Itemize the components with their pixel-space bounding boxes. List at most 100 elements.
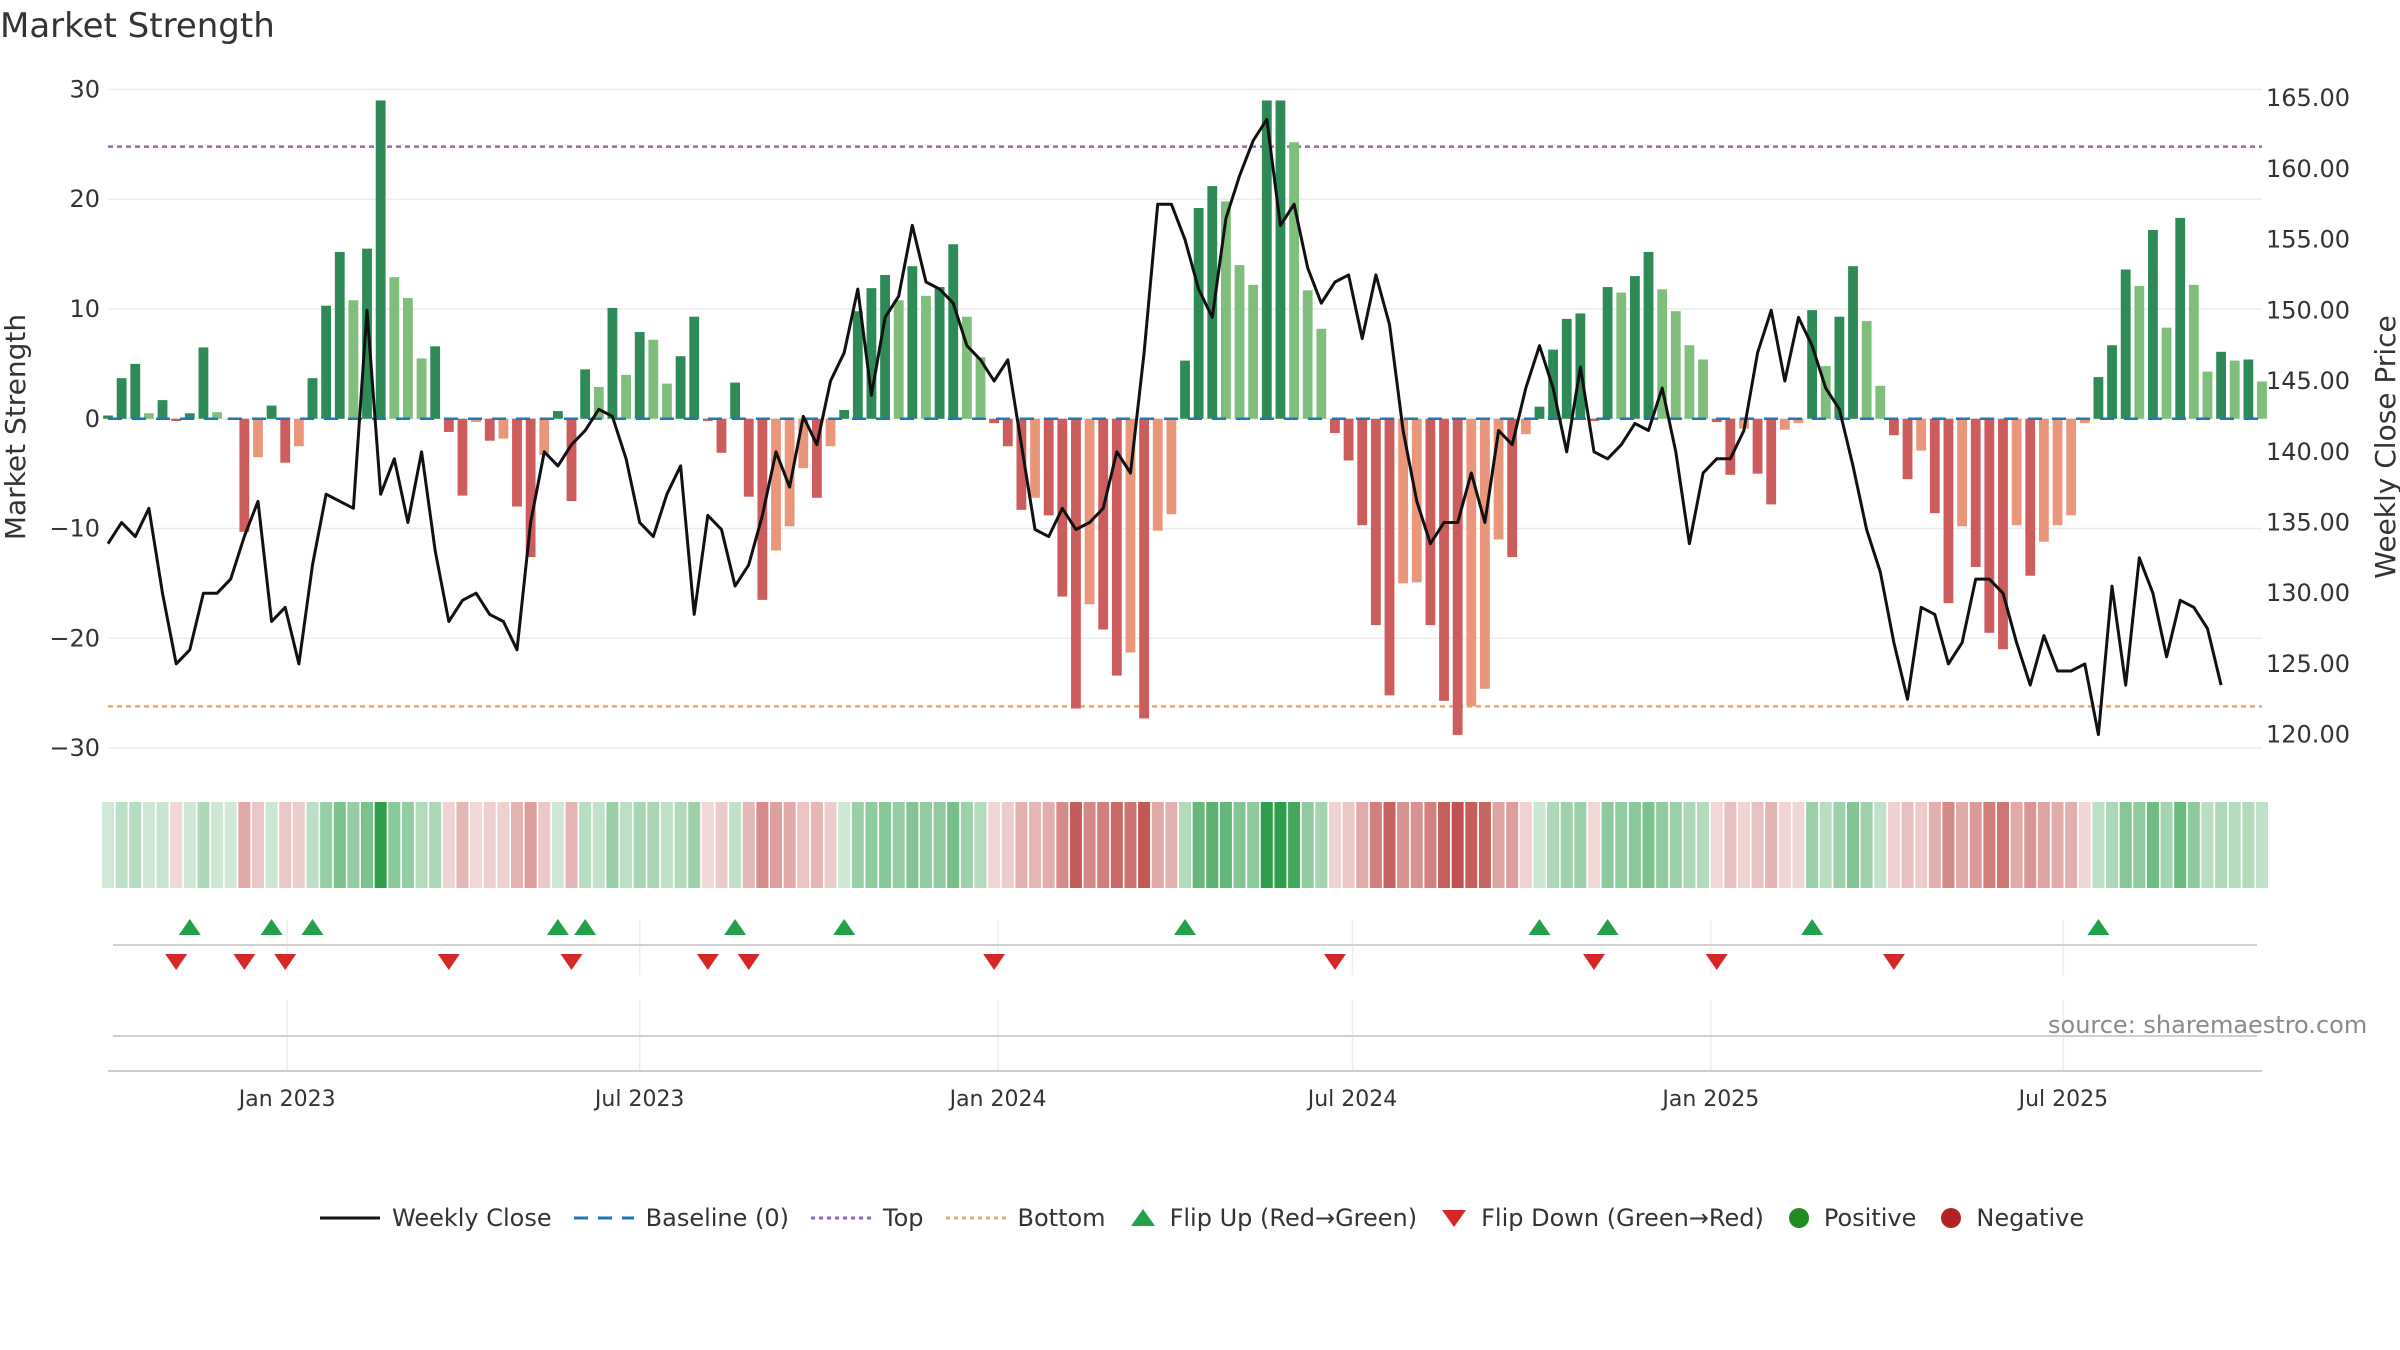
- x-tick-label: Jul 2023: [593, 1087, 685, 1112]
- heat-cell: [2201, 802, 2214, 888]
- x-tick-label: Jan 2024: [948, 1087, 1047, 1112]
- strength-bar: [2175, 217, 2186, 419]
- strength-bar: [1139, 418, 1150, 719]
- strength-bar: [1452, 418, 1463, 735]
- heat-cell: [1424, 802, 1437, 888]
- flip-up-marker: [2087, 919, 2110, 935]
- heat-cell: [1301, 802, 1314, 888]
- strength-bar: [2188, 284, 2199, 419]
- heat-cell: [2106, 802, 2119, 888]
- y-tick-label: −30: [49, 734, 100, 762]
- heat-cell: [606, 802, 619, 888]
- strength-bar: [1071, 418, 1081, 709]
- strength-bar: [743, 418, 754, 497]
- strength-bar: [512, 418, 522, 507]
- flip-down-marker: [737, 954, 760, 970]
- heat-cell: [865, 802, 878, 888]
- strength-bar: [198, 347, 209, 419]
- heat-cell: [974, 802, 987, 888]
- heat-cell: [1669, 802, 1682, 888]
- strength-bar: [1180, 360, 1190, 419]
- strength-bar: [1507, 418, 1518, 558]
- strength-bar: [362, 248, 372, 419]
- y-tick-label: 30: [69, 75, 100, 103]
- heat-cell: [1247, 802, 1260, 888]
- circle-icon: [1788, 1208, 1809, 1228]
- heat-cell: [483, 802, 496, 888]
- strength-bar: [1929, 418, 1940, 514]
- heat-cell: [238, 802, 251, 888]
- heat-cell: [1233, 802, 1246, 888]
- heat-cell: [1547, 802, 1560, 888]
- legend-item-flip-up: Flip Up (Red→Green): [1128, 1204, 1418, 1232]
- heat-cell: [947, 802, 960, 888]
- strength-bar: [321, 305, 332, 419]
- y2-tick-label: 150.00: [2266, 296, 2350, 324]
- strength-bar: [825, 418, 836, 447]
- strength-bar: [975, 357, 986, 419]
- heat-cell: [1833, 802, 1846, 888]
- heat-cell: [1942, 802, 1955, 888]
- strength-bar: [2216, 351, 2227, 419]
- strength-bar: [1889, 418, 1899, 436]
- heat-cell: [170, 802, 183, 888]
- strength-bar: [2093, 377, 2104, 419]
- strength-bar: [852, 311, 863, 419]
- strength-bar: [1602, 287, 1613, 419]
- heat-cell: [1165, 802, 1178, 888]
- legend-item-weekly-close: Weekly Close: [320, 1204, 552, 1232]
- strength-bar: [1343, 418, 1354, 461]
- strength-bar: [839, 409, 850, 419]
- strength-bar: [1193, 208, 1204, 419]
- heat-cell: [1642, 802, 1655, 888]
- heat-cell: [933, 802, 946, 888]
- strength-bar: [1111, 418, 1122, 676]
- strength-bar: [457, 418, 468, 496]
- strength-bar: [1902, 418, 1913, 480]
- strength-bar: [2038, 418, 2049, 542]
- heat-cell: [1656, 802, 1669, 888]
- heat-cell: [660, 802, 673, 888]
- heat-cell: [565, 802, 578, 888]
- heat-cell: [442, 802, 455, 888]
- flip-down-marker: [437, 954, 460, 970]
- heat-cell: [1478, 802, 1491, 888]
- triangle-up-icon: [1130, 1209, 1155, 1226]
- heat-cell: [1874, 802, 1887, 888]
- heat-cell: [1151, 802, 1164, 888]
- strength-bar: [1439, 418, 1449, 701]
- strength-bar: [2148, 229, 2158, 419]
- flip-down-marker: [696, 954, 719, 970]
- strength-bar: [798, 418, 809, 469]
- heat-cell: [1492, 802, 1505, 888]
- strength-bar: [1943, 418, 1954, 604]
- flip-up-marker: [260, 919, 283, 935]
- heat-cell: [1397, 802, 1410, 888]
- legend-label-flip-up: Flip Up (Red→Green): [1169, 1204, 1418, 1232]
- heat-cell: [1179, 802, 1191, 888]
- strength-bar: [593, 386, 604, 419]
- strength-bar: [648, 339, 659, 419]
- strength-bar: [1848, 266, 1858, 419]
- heat-cell: [129, 802, 142, 888]
- heat-cell: [1601, 802, 1614, 888]
- strength-bar: [934, 287, 945, 419]
- heat-cell: [1083, 802, 1096, 888]
- strength-bar: [1084, 418, 1095, 605]
- strength-bar: [498, 418, 509, 439]
- heat-cell: [715, 802, 728, 888]
- y-tick-label: 10: [69, 295, 100, 323]
- flip-down-marker: [1323, 954, 1346, 970]
- strength-bar: [1480, 418, 1490, 689]
- heat-cell: [960, 802, 973, 888]
- strength-bar: [1629, 276, 1640, 419]
- legend-label-weekly-close: Weekly Close: [392, 1204, 552, 1232]
- strength-bar: [1957, 418, 1967, 527]
- flip-up-marker: [1596, 919, 1619, 935]
- strength-bar: [1330, 418, 1340, 434]
- strength-bar: [566, 418, 577, 502]
- legend-item-top: Top: [811, 1204, 924, 1232]
- heat-cell: [988, 802, 1001, 888]
- y-tick-label: −10: [49, 515, 100, 543]
- strength-bar: [580, 369, 591, 419]
